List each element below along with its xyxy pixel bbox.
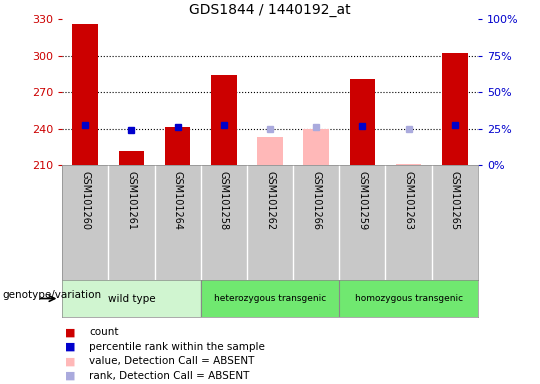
Text: genotype/variation: genotype/variation	[3, 290, 102, 300]
Text: GSM101265: GSM101265	[450, 171, 460, 230]
Bar	[396, 164, 421, 165]
Text: percentile rank within the sample: percentile rank within the sample	[89, 342, 265, 352]
Text: ■: ■	[65, 356, 76, 366]
Text: GSM101261: GSM101261	[126, 171, 137, 230]
Text: rank, Detection Call = ABSENT: rank, Detection Call = ABSENT	[89, 371, 249, 381]
Bar	[119, 151, 144, 165]
Text: GSM101264: GSM101264	[173, 171, 183, 230]
Text: ■: ■	[65, 327, 76, 337]
Bar	[350, 79, 375, 165]
Text: GSM101262: GSM101262	[265, 171, 275, 230]
Bar	[339, 280, 478, 317]
Text: count: count	[89, 327, 119, 337]
Bar	[201, 280, 339, 317]
Bar	[303, 129, 329, 165]
Bar	[211, 75, 237, 165]
Text: GSM101263: GSM101263	[403, 171, 414, 230]
Text: ■: ■	[65, 371, 76, 381]
Text: GSM101266: GSM101266	[311, 171, 321, 230]
Text: value, Detection Call = ABSENT: value, Detection Call = ABSENT	[89, 356, 254, 366]
Bar	[442, 53, 468, 165]
Text: ■: ■	[65, 342, 76, 352]
Text: wild type: wild type	[107, 293, 155, 304]
Text: heterozygous transgenic: heterozygous transgenic	[214, 294, 326, 303]
Text: GSM101260: GSM101260	[80, 171, 90, 230]
Text: GSM101258: GSM101258	[219, 171, 229, 230]
Bar	[257, 137, 283, 165]
Text: homozygous transgenic: homozygous transgenic	[355, 294, 463, 303]
Bar	[62, 280, 201, 317]
Bar	[165, 127, 190, 165]
Bar	[72, 24, 98, 165]
Title: GDS1844 / 1440192_at: GDS1844 / 1440192_at	[189, 3, 351, 17]
Text: GSM101259: GSM101259	[357, 171, 367, 230]
